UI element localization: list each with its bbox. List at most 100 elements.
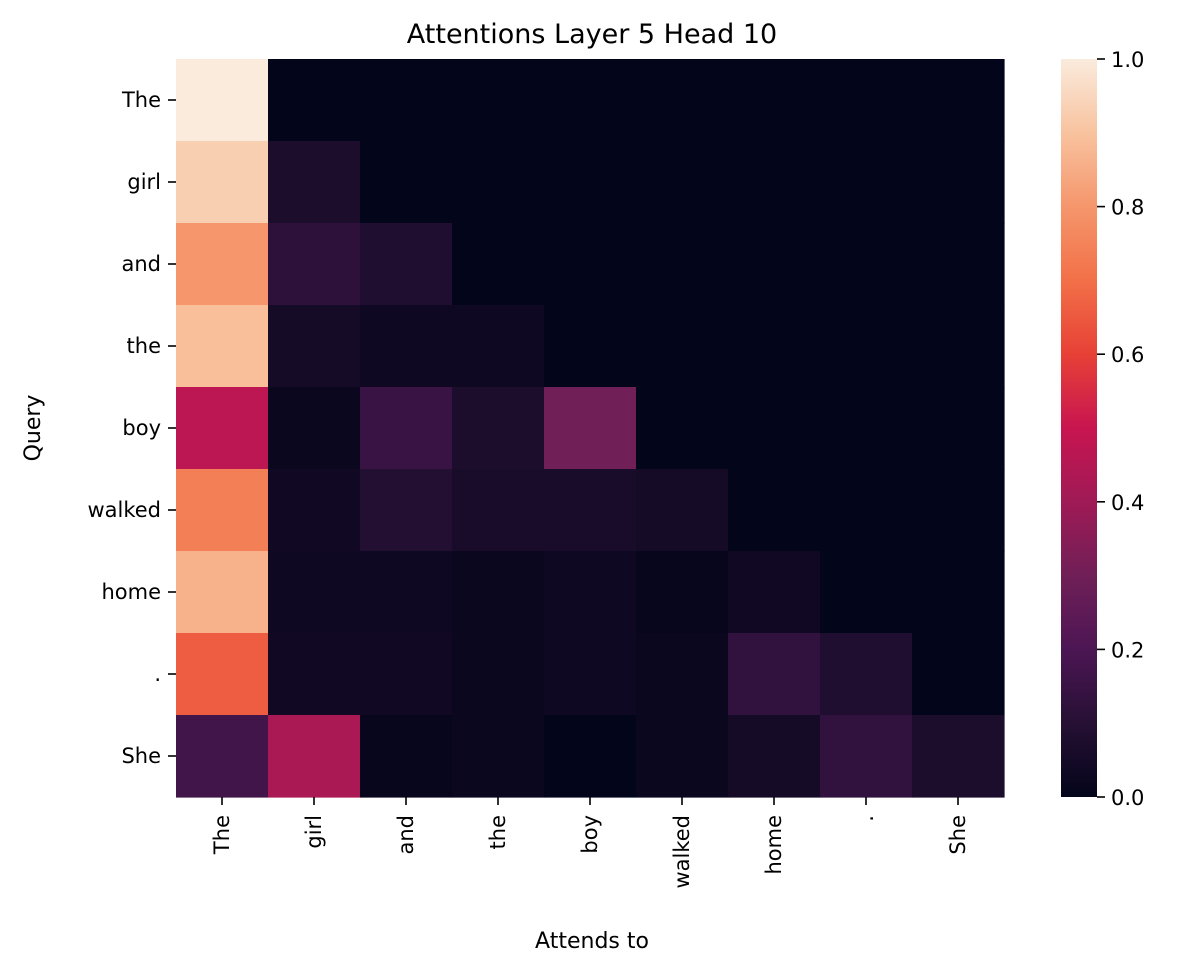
heatmap-cell	[728, 223, 821, 306]
heatmap-cell	[268, 633, 361, 716]
heatmap-cell	[544, 715, 637, 798]
x-tick-label: The	[210, 815, 234, 855]
heatmap-cell	[820, 141, 913, 224]
colorbar-tick-label: 0.4	[1111, 491, 1144, 515]
x-tick-label: She	[946, 815, 970, 855]
y-axis-label: Query	[21, 395, 46, 462]
heatmap-cell	[728, 387, 821, 470]
heatmap-cell	[912, 387, 1005, 470]
heatmap-cell	[176, 469, 269, 552]
heatmap-cell	[452, 59, 545, 142]
heatmap-cell	[544, 59, 637, 142]
heatmap-cell	[912, 141, 1005, 224]
heatmap-cell	[728, 715, 821, 798]
heatmap-cell	[820, 387, 913, 470]
heatmap-cell	[452, 305, 545, 388]
heatmap-cell	[912, 469, 1005, 552]
y-tick-label: the	[127, 334, 161, 358]
heatmap-cell	[912, 59, 1005, 142]
heatmap-cell	[728, 305, 821, 388]
x-tick-label: and	[394, 815, 418, 855]
heatmap-cell	[636, 633, 729, 716]
heatmap-cell	[360, 551, 453, 634]
heatmap-cell	[452, 141, 545, 224]
heatmap-cell	[912, 223, 1005, 306]
y-tick-label: girl	[127, 170, 161, 194]
heatmap-cell	[452, 469, 545, 552]
heatmap-cell	[176, 305, 269, 388]
y-tick-label: home	[101, 580, 161, 604]
heatmap-cell	[360, 469, 453, 552]
y-tick-label: .	[154, 662, 161, 686]
heatmap-cell	[268, 469, 361, 552]
colorbar-tick-label: 0.2	[1111, 638, 1144, 662]
y-axis-ticks: The girl and the boy walked home. She	[87, 88, 176, 768]
heatmap-cell	[452, 223, 545, 306]
heatmap-cell	[452, 387, 545, 470]
heatmap-cell	[636, 305, 729, 388]
heatmap-cell	[360, 59, 453, 142]
y-tick-label: She	[121, 744, 161, 768]
x-tick-label: walked	[670, 815, 694, 889]
heatmap-cell	[268, 551, 361, 634]
heatmap-cell	[544, 469, 637, 552]
heatmap-cell	[544, 223, 637, 306]
heatmap-cell	[820, 59, 913, 142]
heatmap-cell	[360, 305, 453, 388]
heatmap-cell	[544, 141, 637, 224]
colorbar-tick-label: 1.0	[1111, 48, 1144, 72]
x-axis-ticks: The girl and the boy walked home. She	[210, 797, 970, 889]
heatmap-cell	[544, 551, 637, 634]
heatmap-cell	[360, 633, 453, 716]
heatmap-cell	[452, 715, 545, 798]
heatmap-cell	[636, 223, 729, 306]
heatmap-cell	[728, 59, 821, 142]
heatmap-cell	[912, 305, 1005, 388]
heatmap-cell	[544, 633, 637, 716]
heatmap-cell	[452, 633, 545, 716]
colorbar-ticks: 0.0 0.2 0.4 0.6 0.8 1.0	[1097, 48, 1144, 810]
heatmap-cell	[268, 715, 361, 798]
heatmap-cell	[636, 469, 729, 552]
heatmap-cell	[452, 551, 545, 634]
heatmap-cells	[176, 59, 1005, 798]
heatmap-cell	[820, 633, 913, 716]
heatmap-cell	[176, 387, 269, 470]
heatmap-cell	[268, 141, 361, 224]
heatmap-cell	[636, 59, 729, 142]
colorbar-tick-label: 0.6	[1111, 343, 1144, 367]
x-tick-label: boy	[578, 815, 602, 854]
heatmap-cell	[268, 387, 361, 470]
heatmap-cell	[728, 551, 821, 634]
heatmap-cell	[176, 633, 269, 716]
x-tick-label: home	[762, 815, 786, 875]
heatmap-cell	[176, 715, 269, 798]
heatmap-cell	[728, 633, 821, 716]
heatmap-cell	[912, 715, 1005, 798]
y-tick-label: boy	[122, 416, 161, 440]
heatmap-cell	[728, 141, 821, 224]
chart-title: Attentions Layer 5 Head 10	[407, 19, 777, 50]
heatmap-cell	[176, 141, 269, 224]
heatmap-cell	[268, 305, 361, 388]
heatmap-cell	[176, 223, 269, 306]
heatmap-cell	[176, 59, 269, 142]
heatmap-cell	[820, 551, 913, 634]
heatmap-cell	[636, 141, 729, 224]
heatmap-cell	[820, 223, 913, 306]
heatmap-cell	[544, 387, 637, 470]
y-tick-label: walked	[87, 498, 161, 522]
heatmap-cell	[176, 551, 269, 634]
heatmap-cell	[360, 387, 453, 470]
heatmap-cell	[912, 633, 1005, 716]
x-tick-label: girl	[302, 815, 326, 849]
heatmap-cell	[728, 469, 821, 552]
y-tick-label: The	[121, 88, 161, 112]
y-tick-label: and	[121, 252, 161, 276]
x-tick-label: .	[854, 815, 878, 822]
heatmap-cell	[636, 715, 729, 798]
heatmap-cell	[636, 387, 729, 470]
heatmap-cell	[636, 551, 729, 634]
heatmap-cell	[360, 715, 453, 798]
